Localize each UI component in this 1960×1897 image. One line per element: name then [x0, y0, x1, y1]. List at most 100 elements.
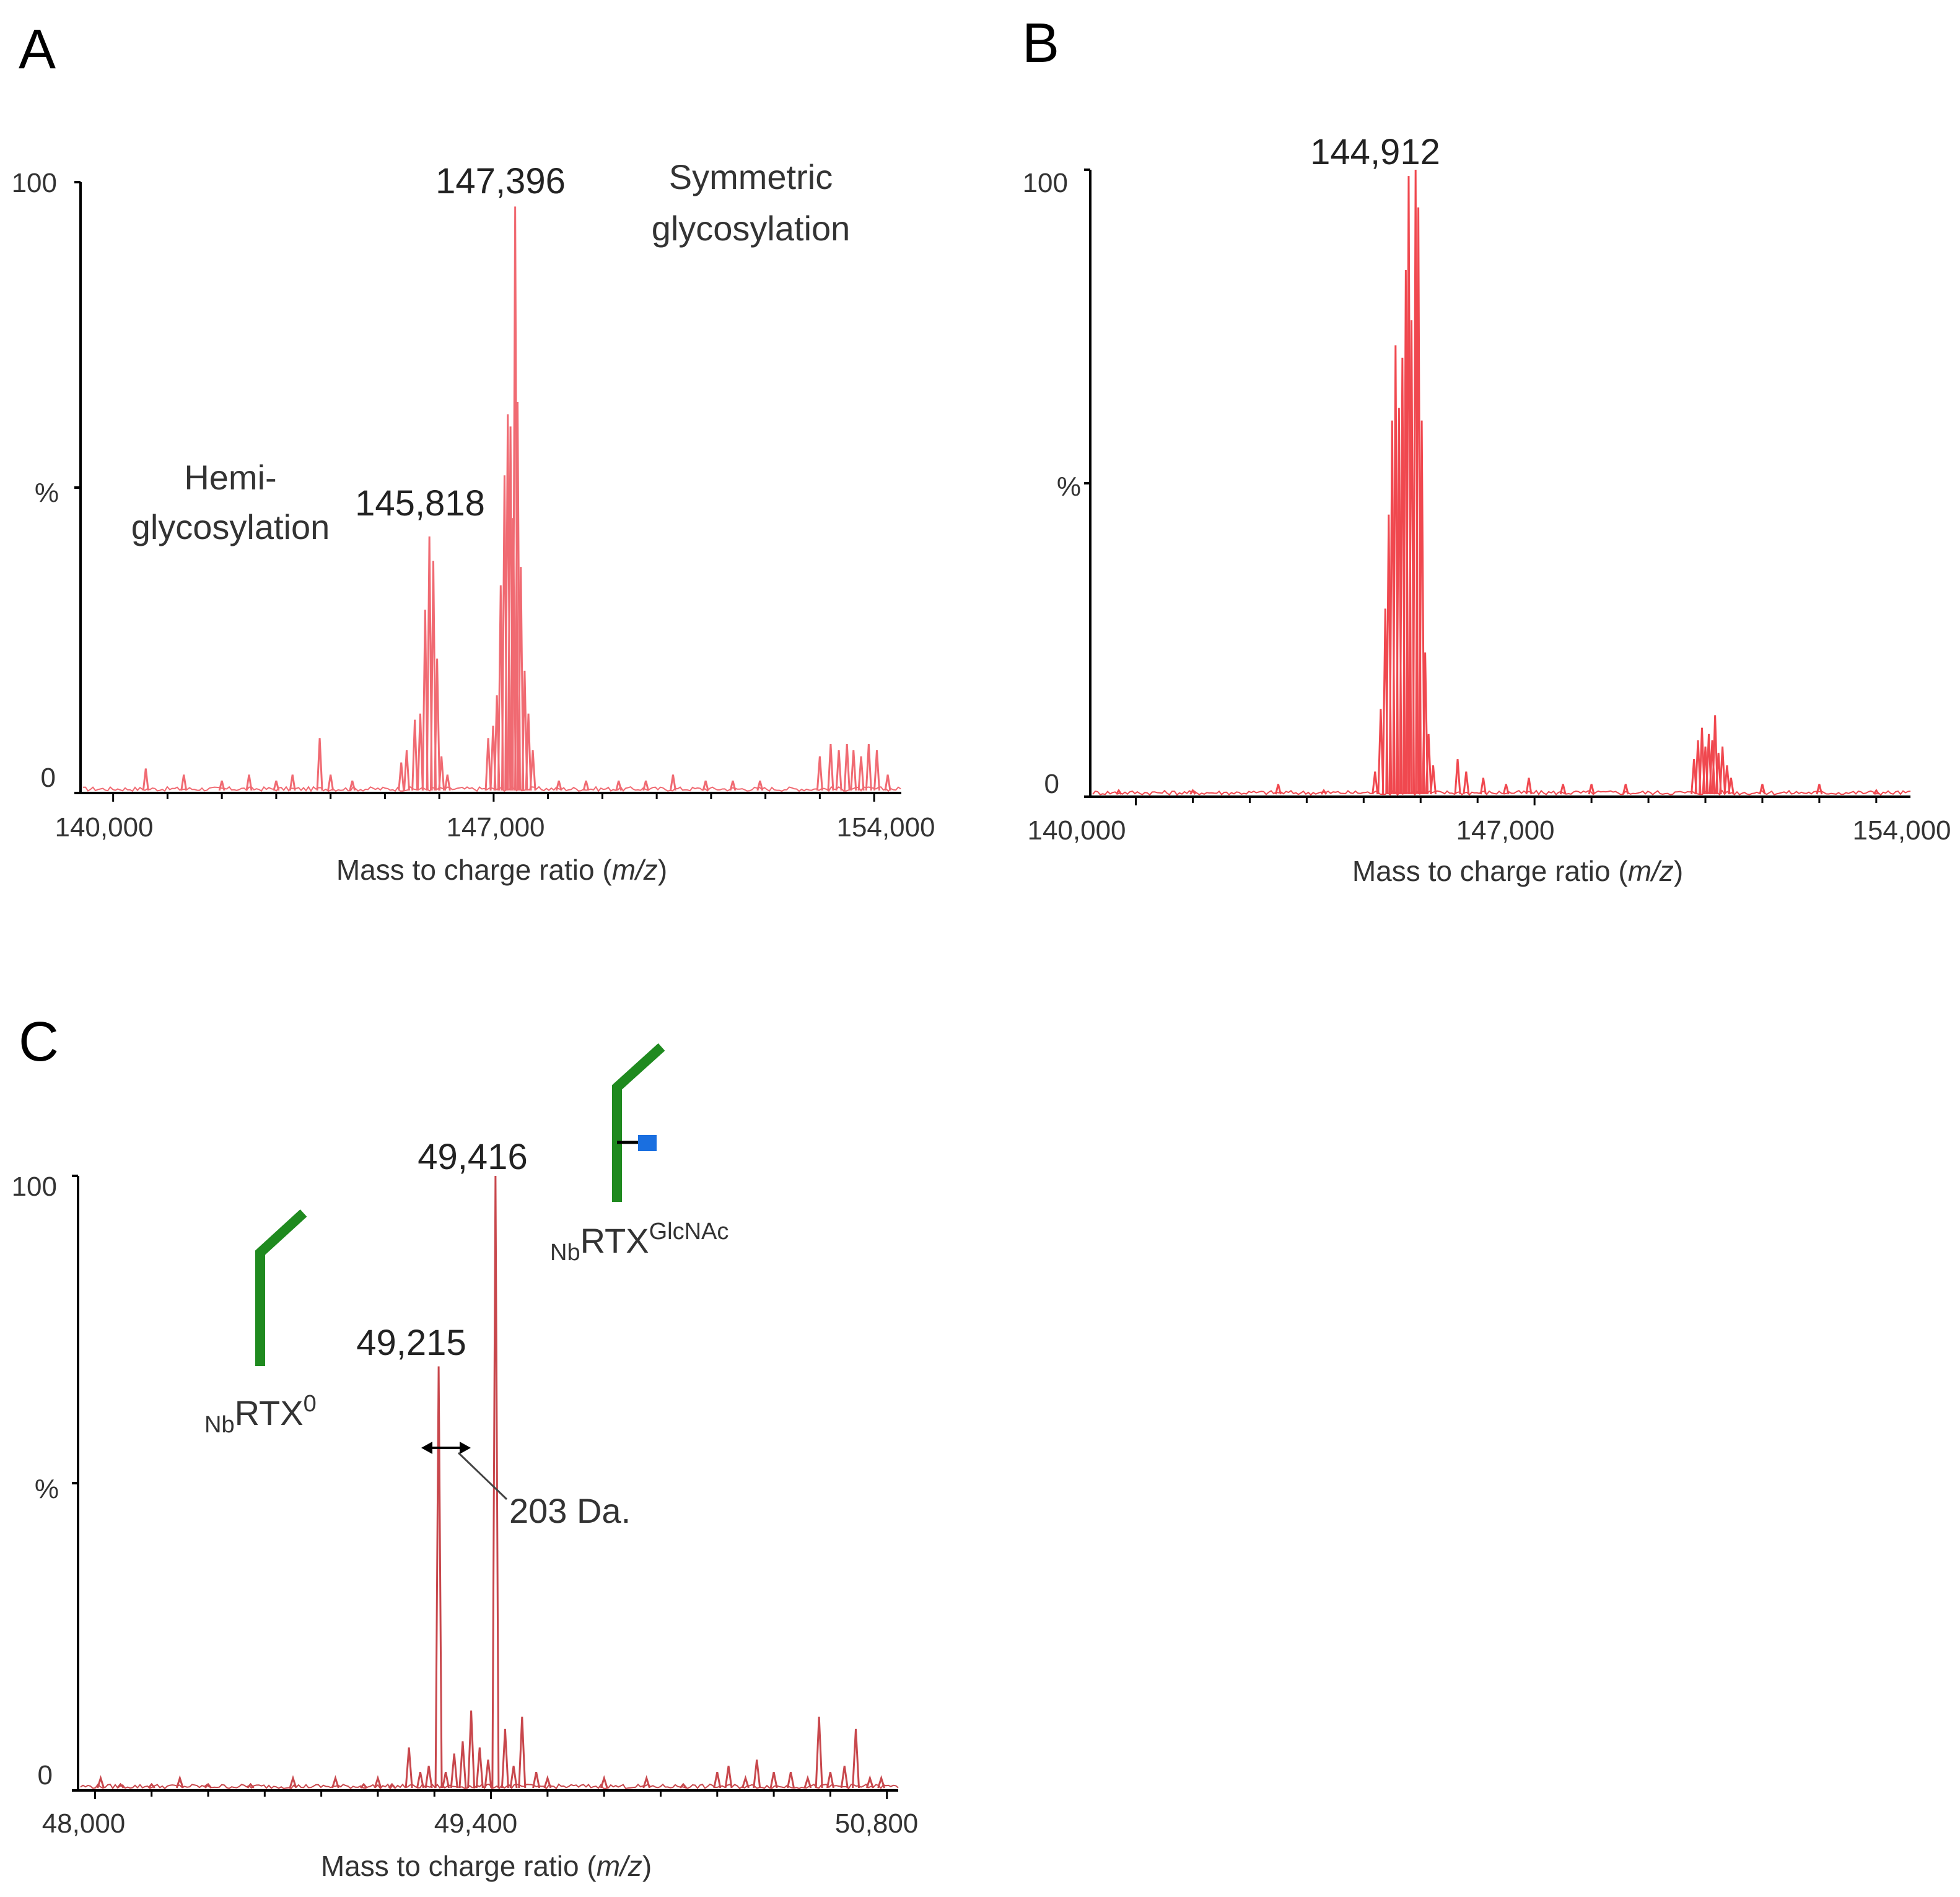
spectrum-peak	[509, 1766, 518, 1789]
nbrtx-glcnac-icon	[612, 1043, 665, 1202]
spectrum-peak	[1759, 784, 1766, 795]
nbrtx-unglycosylated-icon	[255, 1209, 307, 1366]
spectrum-peak	[857, 756, 865, 791]
spectrum-peak	[827, 744, 834, 791]
spectrum-peak	[1454, 759, 1461, 795]
spectrum-peak	[525, 713, 532, 791]
spectrum-peak	[331, 1775, 339, 1789]
spectrum-b	[1092, 169, 1911, 796]
spectrum-peak	[416, 713, 424, 791]
spectrum-peak	[180, 774, 188, 791]
spectrum-peak	[1588, 784, 1595, 795]
spectrum-peak	[442, 1771, 450, 1789]
spectrum-peak	[458, 1741, 467, 1789]
x-tick-label-154000-a: 154,000	[836, 812, 935, 843]
y-tick-label-100-a: 100	[12, 168, 57, 198]
spectrum-peak	[816, 756, 823, 791]
spectrum-peak	[543, 1775, 552, 1789]
spectrum-peak	[374, 1775, 382, 1789]
spectrum-peak	[438, 756, 445, 791]
spectrum-peak	[753, 1759, 761, 1789]
spectrum-a	[82, 206, 901, 792]
spectrum-peak	[1873, 789, 1880, 795]
annotation-hemi-line1: Hemi-	[184, 458, 276, 497]
spectrum-peak	[1274, 784, 1282, 795]
spectrum-peak	[724, 1766, 733, 1789]
x-tick-label-140000-b: 140,000	[1027, 815, 1126, 846]
spectrum-peak	[1422, 652, 1429, 795]
panel-c: C 100 % 0 48,000 49,400 50,800 Mass to c…	[12, 1011, 919, 1882]
y-tick-label-percent-a: %	[35, 478, 59, 508]
spectrum-peak	[484, 1759, 492, 1789]
legend-label-nbrtx-glcnac: NbRTXGlcNAc	[550, 1219, 728, 1266]
annotation-symmetric-line1: Symmetric	[669, 157, 833, 196]
x-tick-label-48000-c: 48,000	[42, 1808, 126, 1839]
spectrum-peak	[218, 780, 225, 791]
spectrum-peak	[273, 780, 280, 791]
annotation-hemi-line2: glycosylation	[131, 507, 330, 546]
y-tick-label-percent-c: %	[35, 1474, 59, 1504]
spectrum-peak	[1418, 420, 1425, 795]
y-tick-label-0-b: 0	[1044, 769, 1059, 799]
spectrum-peak	[116, 1782, 125, 1789]
spectrum-peak	[405, 1747, 413, 1789]
peak-label-49215: 49,215	[356, 1323, 466, 1363]
y-tick-label-percent-b: %	[1057, 471, 1081, 502]
spectrum-peak	[450, 1753, 458, 1789]
spectrum-peak	[756, 780, 764, 791]
spectrum-peak	[475, 1747, 484, 1789]
x-ticks-a	[112, 793, 875, 802]
spectrum-peak	[1719, 746, 1726, 795]
spectrum-peak	[865, 1775, 874, 1789]
mass-difference-label: 203 Da.	[509, 1491, 631, 1530]
spectrum-peak	[840, 1766, 849, 1789]
spectrum-peak	[1502, 784, 1510, 795]
spectrum-peak	[434, 1366, 443, 1789]
spectrum-peak	[642, 780, 650, 791]
spectrum-peak	[600, 1775, 608, 1789]
spectrum-peak	[97, 1775, 105, 1789]
baseline-noise-c	[80, 1783, 899, 1790]
spectrum-peak	[424, 1766, 433, 1789]
spectrum-peak	[388, 1782, 396, 1789]
spectrum-peak	[327, 774, 335, 791]
spectrum-peak	[245, 774, 253, 791]
annotation-symmetric-line2: glycosylation	[652, 209, 851, 248]
spectrum-peak	[826, 1771, 834, 1789]
peak-label-147396: 147,396	[435, 161, 566, 201]
spectrum-peak	[1525, 778, 1533, 795]
spectrum-peak	[852, 1728, 860, 1789]
panel-letter-c: C	[19, 1011, 59, 1073]
spectrum-peak	[467, 1710, 476, 1789]
spectrum-peak	[484, 738, 492, 791]
spectrum-peak	[850, 750, 857, 791]
spectrum-peak	[1816, 784, 1823, 795]
spectrum-peak	[501, 1728, 509, 1789]
spectrum-peak	[1559, 784, 1567, 795]
spectrum-peak	[1430, 765, 1437, 795]
y-tick-label-100-c: 100	[12, 1172, 57, 1202]
spectrum-peak	[444, 774, 451, 791]
spectrum-peak	[702, 780, 709, 791]
spectrum-peak	[1320, 789, 1328, 795]
spectrum-peak	[359, 1782, 368, 1789]
x-tick-label-49400-c: 49,400	[434, 1808, 518, 1839]
spectrum-peak	[1115, 789, 1122, 795]
spectrum-peak	[642, 1775, 651, 1789]
y-tick-label-0-a: 0	[41, 763, 56, 793]
spectrum-peak	[247, 1782, 255, 1789]
spectrum-peak	[147, 1782, 155, 1789]
mass-difference-arrow	[421, 1442, 508, 1501]
spectrum-peak	[1463, 771, 1470, 795]
x-ticks-b	[1135, 797, 1878, 805]
panel-b: B 100 % 0 140,000 147,000 154,000 Mass t…	[1022, 12, 1951, 887]
spectrum-peak	[491, 1175, 500, 1789]
peak-label-144912: 144,912	[1310, 132, 1440, 172]
baseline-noise-a	[82, 786, 901, 792]
spectrum-peak	[1425, 734, 1432, 795]
spectrum-peak	[729, 780, 737, 791]
spectrum-peak	[398, 762, 405, 791]
spectrum-peak	[815, 1716, 823, 1789]
spectrum-peak	[865, 744, 872, 791]
